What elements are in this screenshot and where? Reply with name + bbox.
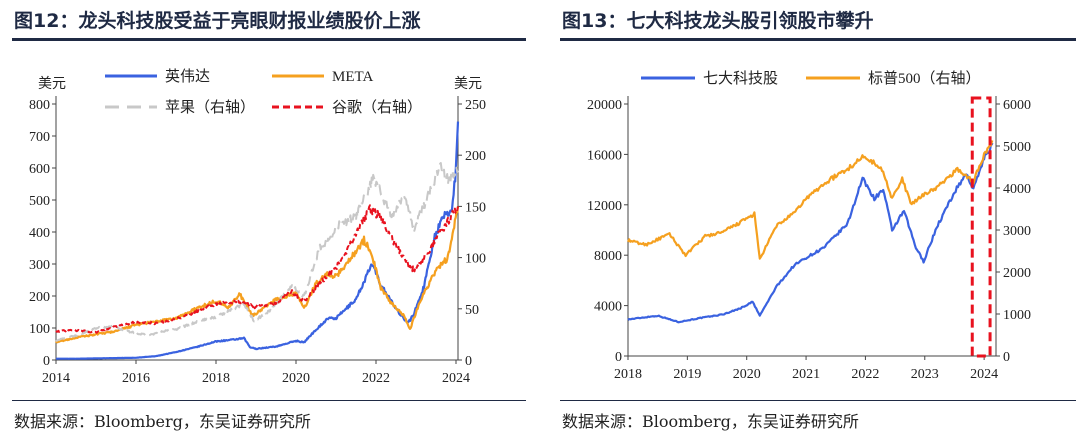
x-tick-label: 2024: [442, 371, 470, 386]
y-right-tick-label: 2000: [1003, 266, 1031, 281]
chart-figure-13: 0 4000 8000 12000 16000 20000 0 1000 2000 3000 400…: [587, 70, 1031, 382]
y-right-tick-label: 0: [1003, 350, 1010, 365]
x-tick-label: 2018: [614, 367, 642, 382]
y-right-tick-label: 100: [465, 252, 486, 267]
y-left-tick-label: 8000: [594, 249, 622, 264]
panel-figure-12: 图12：龙头科技股受益于亮眼财报业绩股价上涨 0 100 200 300 400 500 6…: [0, 0, 530, 443]
figure-12-source: 数据来源：Bloomberg，东吴证券研究所: [14, 412, 311, 431]
figure-13-title: 图13：七大科技龙头股引领股市攀升: [562, 10, 874, 32]
y-right-tick-label: 150: [465, 200, 486, 215]
x-tick-label: 2020: [282, 371, 310, 386]
y-right-tick-label: 4000: [1003, 182, 1031, 197]
x-tick-label: 2016: [122, 371, 150, 386]
legend-label-2: META: [332, 69, 373, 85]
chart-figure-12: 0 100 200 300 400 500 600 700 800 0 50 100 150 200 250…: [29, 67, 486, 386]
y-left-tick-label: 400: [29, 226, 50, 241]
figure-12-title: 图12：龙头科技股受益于亮眼财报业绩股价上涨: [14, 10, 421, 32]
x-tick-label: 2021: [792, 367, 820, 382]
series-line-4: [55, 204, 459, 334]
y-left-tick-label: 100: [29, 322, 50, 337]
x-tick-label: 2020: [733, 367, 761, 382]
series-line-1: [627, 142, 994, 324]
highlight-box: [970, 96, 992, 358]
figure-13-source: 数据来源：Bloomberg，东吴证券研究所: [562, 412, 859, 431]
y-left-tick-label: 0: [43, 354, 50, 369]
y-left-tick-label: 200: [29, 290, 50, 305]
series-line-3: [55, 162, 459, 342]
title-rule: [12, 38, 526, 41]
y-right-tick-label: 5000: [1003, 140, 1031, 155]
series-line-2: [627, 140, 994, 260]
y-left-tick-label: 600: [29, 162, 50, 177]
left-axis-unit: 美元: [38, 76, 66, 92]
series-line-1: [55, 121, 460, 360]
title-rule: [560, 38, 1076, 41]
y-left-tick-label: 0: [615, 350, 622, 365]
legend-label-3: 苹果（右轴）: [165, 99, 255, 116]
x-tick-label: 2019: [673, 367, 701, 382]
y-left-tick-label: 700: [29, 130, 50, 145]
legend-label-4: 谷歌（右轴）: [332, 99, 422, 116]
right-axis-unit: 美元: [454, 76, 482, 92]
footer-rule: [560, 400, 1076, 401]
x-tick-label: 2018: [202, 371, 230, 386]
y-right-tick-label: 6000: [1003, 98, 1031, 113]
x-tick-label: 2022: [362, 371, 390, 386]
legend-label-1: 七大科技股: [703, 70, 778, 87]
x-tick-label: 2022: [851, 367, 879, 382]
y-right-tick-label: 0: [465, 354, 472, 369]
legend-label-2: 标普500（右轴）: [868, 70, 981, 87]
y-left-tick-label: 4000: [594, 300, 622, 315]
y-right-tick-label: 1000: [1003, 308, 1031, 323]
legend-label-1: 英伟达: [165, 67, 210, 85]
x-tick-label: 2023: [911, 367, 939, 382]
y-right-tick-label: 200: [465, 149, 486, 164]
y-left-tick-label: 20000: [587, 98, 622, 113]
y-left-tick-label: 300: [29, 258, 50, 273]
y-left-tick-label: 16000: [587, 148, 622, 163]
y-left-tick-label: 500: [29, 194, 50, 209]
y-right-tick-label: 250: [465, 98, 486, 113]
panel-figure-13: 图13：七大科技龙头股引领股市攀升 0 4000 8000 12000 16000 200…: [548, 0, 1080, 443]
y-right-tick-label: 50: [465, 303, 479, 318]
footer-rule: [12, 400, 526, 401]
series-line-2: [55, 206, 460, 344]
x-tick-label: 2014: [42, 371, 70, 386]
y-left-tick-label: 800: [29, 98, 50, 113]
y-left-tick-label: 12000: [587, 199, 622, 214]
y-right-tick-label: 3000: [1003, 224, 1031, 239]
x-tick-label: 2024: [970, 367, 998, 382]
